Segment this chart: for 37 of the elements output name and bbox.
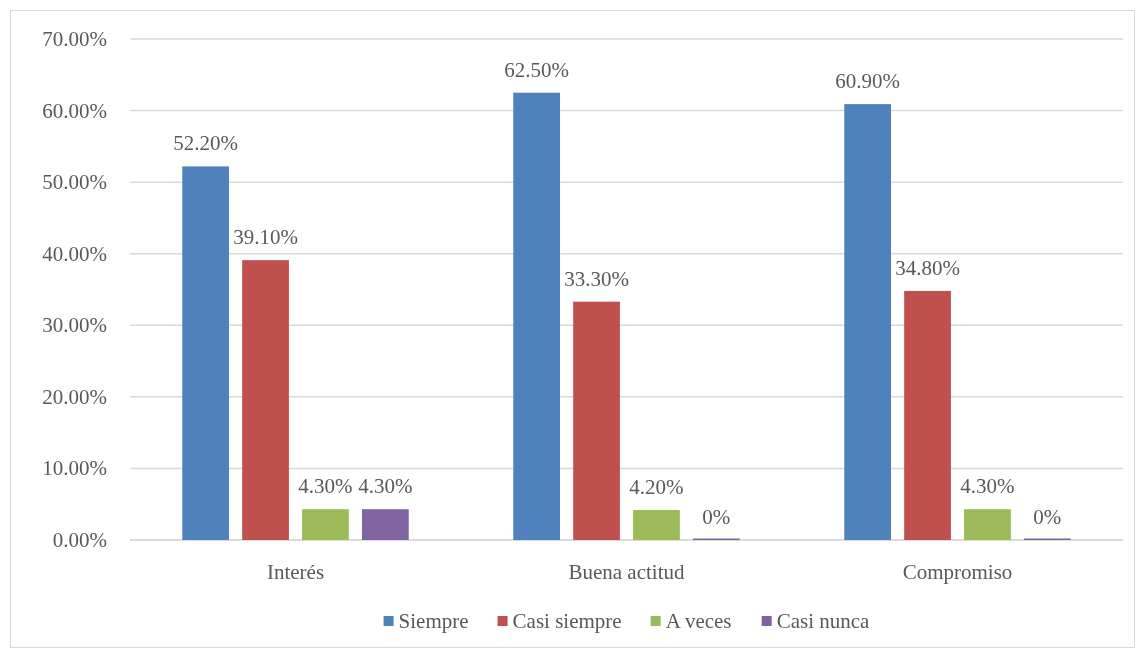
- data-label: 4.20%: [629, 474, 684, 499]
- y-tick-label: 70.00%: [42, 27, 107, 51]
- y-tick-label: 40.00%: [42, 241, 107, 266]
- data-label: 62.50%: [504, 57, 570, 82]
- bar: [513, 92, 560, 540]
- data-label: 4.30%: [358, 474, 413, 499]
- bar: [633, 509, 680, 540]
- y-tick-label: 10.00%: [42, 456, 107, 481]
- y-tick-label: 30.00%: [42, 313, 107, 338]
- data-label: 0%: [702, 505, 731, 529]
- data-label: 4.30%: [960, 474, 1015, 499]
- data-label: 39.10%: [233, 225, 298, 250]
- x-tick-label: Buena actitud: [568, 560, 686, 584]
- data-label: 33.30%: [564, 266, 629, 291]
- y-tick-label: 20.00%: [42, 384, 107, 409]
- y-tick-label: 50.00%: [42, 170, 107, 195]
- legend-label: Casi siempre: [512, 609, 622, 633]
- bar: [844, 104, 891, 540]
- data-label: 34.80%: [895, 255, 960, 280]
- data-label: 52.20%: [173, 131, 239, 156]
- data-label: 60.90%: [835, 69, 901, 94]
- bar: [964, 509, 1011, 540]
- legend-label: A veces: [665, 609, 732, 633]
- legend-label: Siempre: [398, 609, 469, 633]
- legend-label: Casi nunca: [776, 609, 871, 633]
- y-tick-label: 60.00%: [42, 98, 107, 123]
- bar: [302, 509, 349, 540]
- data-label: 4.30%: [298, 474, 353, 499]
- bar: [242, 260, 289, 540]
- x-tick-label: Compromiso: [902, 560, 1013, 584]
- bar: [182, 166, 229, 540]
- bar: [362, 509, 409, 540]
- x-tick-label: Interés: [266, 560, 325, 584]
- bar: [573, 301, 620, 540]
- data-label: 0%: [1033, 505, 1062, 529]
- bar: [904, 290, 951, 540]
- y-tick-label: 0.00%: [52, 528, 107, 552]
